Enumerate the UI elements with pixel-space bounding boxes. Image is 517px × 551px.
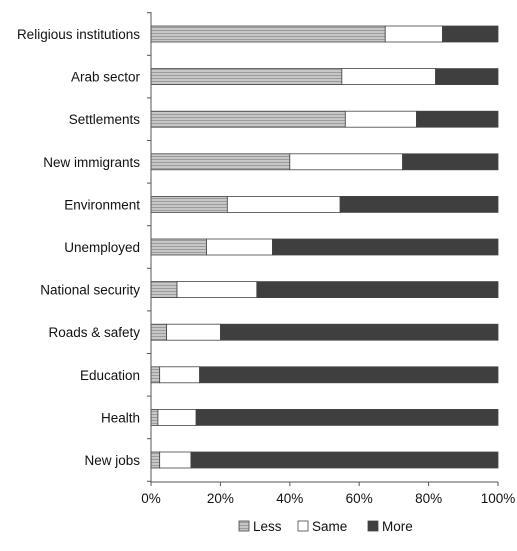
legend-swatch-more [367, 520, 379, 532]
x-tick-label: 40% [276, 491, 303, 506]
bar-row [150, 25, 499, 43]
bar-segment-same [176, 281, 258, 299]
axis-layer [147, 12, 499, 486]
legend-item-same: Same [297, 519, 347, 534]
bar-segment-less [150, 68, 343, 85]
x-tick-label: 100% [481, 491, 516, 506]
bar-segment-less [150, 451, 161, 469]
bar-segment-same [344, 110, 417, 128]
bar-row [150, 408, 499, 426]
category-label: National security [40, 283, 140, 298]
bar-row [150, 281, 499, 299]
category-label: Settlements [69, 112, 141, 127]
bar-segment-less [150, 281, 178, 299]
bar-segment-less [150, 25, 386, 43]
legend-label: Same [312, 519, 347, 534]
bar-row [150, 110, 499, 128]
category-label: New immigrants [43, 155, 140, 170]
bar-segment-more [416, 110, 499, 128]
x-tick-label: 80% [415, 491, 442, 506]
bar-segment-more [219, 323, 499, 341]
bar-segment-same [384, 25, 443, 43]
bar-segment-same [159, 366, 200, 384]
bar-segment-more [190, 451, 499, 469]
bar-row [150, 366, 499, 384]
bar-segment-less [150, 366, 161, 384]
bar-segment-less [150, 195, 228, 213]
bars-layer [150, 25, 499, 469]
legend-item-less: Less [238, 519, 282, 534]
legend-item-more: More [367, 519, 413, 534]
category-label: Roads & safety [48, 325, 140, 340]
category-label: Religious institutions [17, 27, 140, 42]
bar-row [150, 323, 499, 341]
category-label: Education [80, 368, 140, 383]
bar-row [150, 68, 499, 85]
bar-segment-same [341, 68, 436, 85]
x-tick-label: 0% [141, 491, 161, 506]
category-label: New jobs [84, 453, 140, 468]
bar-segment-less [150, 238, 207, 256]
bar-segment-more [339, 195, 499, 213]
labels-layer: Religious institutions Arab sector Settlem… [17, 27, 515, 506]
bar-segment-same [166, 323, 221, 341]
bar-segment-more [256, 281, 499, 299]
bar-segment-more [435, 68, 499, 85]
legend: Less Same More [238, 519, 413, 534]
bar-row [150, 238, 499, 256]
category-label: Arab sector [71, 70, 141, 85]
category-label: Health [101, 410, 140, 425]
bar-row [150, 195, 499, 213]
bar-row [150, 153, 499, 171]
legend-swatch-same [297, 520, 309, 532]
bar-segment-same [289, 153, 403, 171]
bar-segment-more [272, 238, 499, 256]
x-tick-label: 20% [207, 491, 234, 506]
legend-swatch-less [238, 520, 250, 532]
legend-label: Less [253, 519, 282, 534]
bar-segment-less [150, 323, 168, 341]
bar-row [150, 451, 499, 469]
legend-label: More [382, 519, 413, 534]
category-label: Environment [64, 197, 140, 212]
bar-segment-more [442, 25, 499, 43]
bar-segment-less [150, 408, 159, 426]
bar-segment-same [226, 195, 341, 213]
bar-segment-less [150, 110, 346, 128]
bar-segment-same [206, 238, 273, 256]
bar-segment-less [150, 153, 291, 171]
bar-segment-more [402, 153, 499, 171]
category-label: Unemployed [64, 240, 140, 255]
bar-segment-same [159, 451, 192, 469]
bar-segment-same [157, 408, 197, 426]
bar-segment-more [199, 366, 499, 384]
bar-segment-more [195, 408, 499, 426]
x-tick-label: 60% [346, 491, 373, 506]
